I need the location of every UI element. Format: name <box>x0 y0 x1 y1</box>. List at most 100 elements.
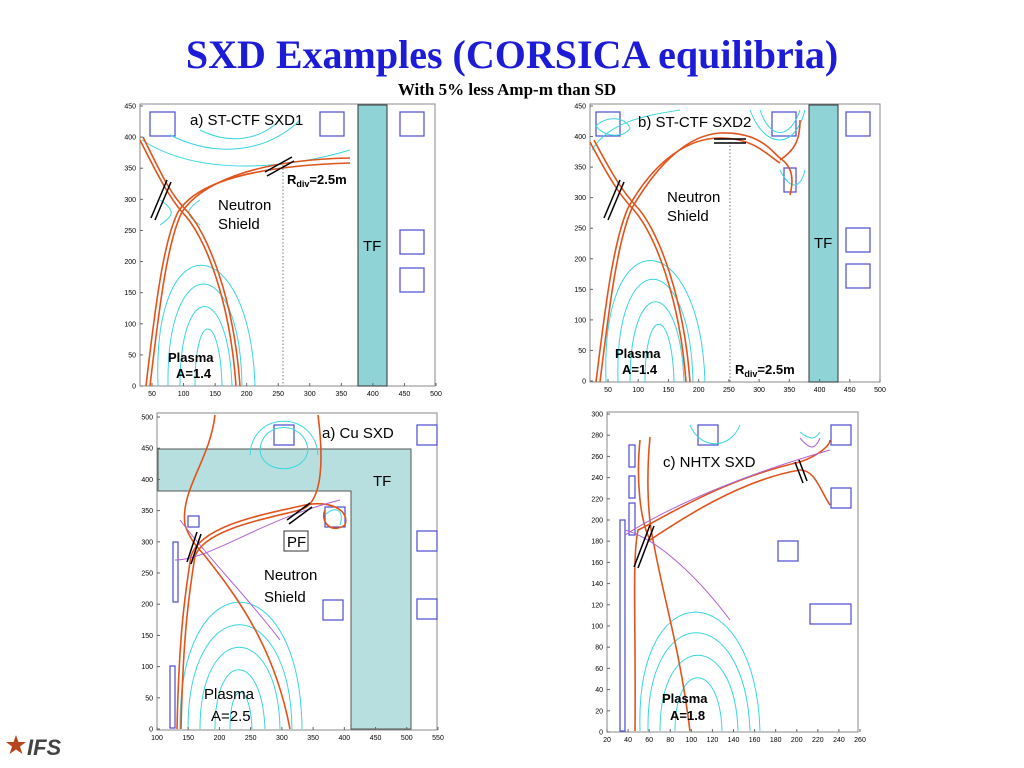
tf-label: TF <box>814 235 832 252</box>
separatrix <box>589 119 801 383</box>
divertor-plate <box>266 160 295 177</box>
x-tick-label: 200 <box>241 391 253 398</box>
panel-1: a) ST-CTF SXD1 Neutron Shield TF Plasma … <box>139 103 436 387</box>
y-tick-label: 300 <box>141 539 153 546</box>
y-tick-label: 180 <box>591 539 603 546</box>
logo-star <box>6 735 26 754</box>
plasma-label: A=1.4 <box>176 366 212 381</box>
x-tick-label: 240 <box>833 737 845 744</box>
pf-coils <box>619 424 852 732</box>
x-tick-label: 120 <box>707 737 719 744</box>
y-tick-label: 200 <box>124 259 136 266</box>
divertor-plate <box>264 156 293 173</box>
y-tick-label: 400 <box>141 477 153 484</box>
divertor-plate <box>154 181 172 221</box>
x-tick-label: 350 <box>783 387 795 394</box>
x-tick-label: 220 <box>812 737 824 744</box>
tf-label: TF <box>373 473 391 490</box>
x-tick-label: 350 <box>307 735 319 742</box>
x-tick-label: 40 <box>624 737 632 744</box>
subtitle: With 5% less Amp-m than SD <box>398 80 616 99</box>
y-tick-label: 450 <box>574 104 586 111</box>
plasma-label: A=2.5 <box>211 708 251 725</box>
x-tick-label: 250 <box>723 387 735 394</box>
y-tick-label: 50 <box>578 348 586 355</box>
y-tick-label: 100 <box>124 321 136 328</box>
y-tick-label: 20 <box>595 708 603 715</box>
panel-4: c) NHTX SXD Plasma A=1.8 <box>606 411 859 733</box>
divertor-plate <box>186 531 198 563</box>
plasma-label: Plasma <box>615 346 661 361</box>
x-tick-label: 200 <box>214 735 226 742</box>
divertor-plate <box>190 533 202 565</box>
tf-coil <box>157 448 412 730</box>
x-tick-label: 60 <box>645 737 653 744</box>
x-tick-label: 20 <box>603 737 611 744</box>
divertor-plate <box>607 181 625 221</box>
tf-label: TF <box>363 238 381 255</box>
y-tick-label: 400 <box>574 134 586 141</box>
tf-coil <box>357 104 388 387</box>
flux-contours <box>639 424 821 732</box>
plasma-label: Plasma <box>168 350 214 365</box>
x-tick-label: 160 <box>749 737 761 744</box>
x-tick-label: 50 <box>148 391 156 398</box>
y-tick-label: 40 <box>595 687 603 694</box>
y-tick-label: 260 <box>591 454 603 461</box>
rdiv-rest: =2.5m <box>757 362 794 377</box>
x-tick-label: 250 <box>245 735 257 742</box>
plasma-label: A=1.4 <box>622 362 658 377</box>
y-tick-label: 300 <box>591 412 603 419</box>
shield-label: Shield <box>667 208 709 225</box>
y-tick-label: 200 <box>591 518 603 525</box>
x-tick-label: 100 <box>178 391 190 398</box>
y-tick-label: 150 <box>141 633 153 640</box>
x-tick-label: 200 <box>693 387 705 394</box>
shield-label: Neutron <box>264 567 317 584</box>
x-tick-label: 500 <box>401 735 413 742</box>
divertor-plate <box>794 461 804 484</box>
y-tick-label: 350 <box>574 165 586 172</box>
y-tick-label: 220 <box>591 496 603 503</box>
y-tick-label: 350 <box>141 508 153 515</box>
separatrix <box>174 414 347 730</box>
x-tick-label: 450 <box>844 387 856 394</box>
y-tick-label: 100 <box>574 317 586 324</box>
shield-label: Neutron <box>218 197 271 214</box>
panel-label: a) ST-CTF SXD1 <box>190 112 303 129</box>
x-tick-label: 260 <box>854 737 866 744</box>
x-tick-label: 450 <box>370 735 382 742</box>
rdiv-sub: div <box>744 369 757 379</box>
x-tick-label: 150 <box>663 387 675 394</box>
divertor-plate <box>286 502 311 521</box>
rdiv-label: Rdiv=2.5m <box>735 362 795 379</box>
plasma-label: A=1.8 <box>670 708 705 723</box>
logo-text: IFS <box>27 735 62 760</box>
plot-frame <box>139 103 436 387</box>
divertor-plate <box>603 179 621 219</box>
y-tick-label: 450 <box>141 446 153 453</box>
rdiv-rest: =2.5m <box>309 172 346 187</box>
x-tick-label: 300 <box>276 735 288 742</box>
separatrix <box>624 436 831 732</box>
shield-label: Shield <box>218 216 260 233</box>
y-tick-label: 240 <box>591 475 603 482</box>
shield-label: Neutron <box>667 189 720 206</box>
y-tick-label: 250 <box>574 226 586 233</box>
y-tick-label: 0 <box>132 384 136 391</box>
y-tick-label: 250 <box>124 228 136 235</box>
x-tick-label: 100 <box>632 387 644 394</box>
x-tick-label: 80 <box>666 737 674 744</box>
plasma-label: Plasma <box>204 686 255 703</box>
y-tick-label: 60 <box>595 666 603 673</box>
y-tick-label: 500 <box>141 415 153 422</box>
flux-contours <box>141 119 351 387</box>
divertor-plate <box>633 524 651 568</box>
y-tick-label: 450 <box>124 104 136 111</box>
x-tick-label: 400 <box>367 391 379 398</box>
rdiv-sub: div <box>296 179 309 189</box>
pf-coils <box>169 424 438 729</box>
tf-coil <box>808 104 839 383</box>
